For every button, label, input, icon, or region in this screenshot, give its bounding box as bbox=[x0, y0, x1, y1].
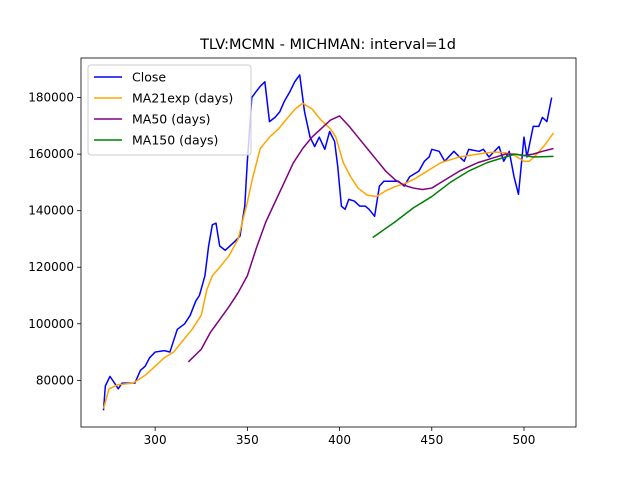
y-tick-label: 80000 bbox=[36, 373, 74, 387]
plot-area bbox=[102, 74, 555, 411]
y-tick-label: 120000 bbox=[28, 260, 74, 274]
x-tick-label: 350 bbox=[236, 433, 259, 447]
axes-frame bbox=[80, 57, 577, 428]
x-tick-label: 300 bbox=[144, 433, 167, 447]
legend-label: MA50 (days) bbox=[132, 112, 210, 127]
series-line bbox=[102, 74, 553, 411]
y-tick-label: 160000 bbox=[28, 147, 74, 161]
y-tick-label: 140000 bbox=[28, 204, 74, 218]
y-tick-label: 180000 bbox=[28, 91, 74, 105]
legend: Close MA21exp (days) MA50 (days) MA150 (day… bbox=[87, 64, 252, 156]
chart-title: TLV:MCMN - MICHMAN: interval=1d bbox=[199, 37, 456, 53]
legend-label: MA150 (days) bbox=[132, 133, 218, 148]
series-line bbox=[372, 153, 554, 239]
x-tick-label: 500 bbox=[513, 433, 536, 447]
legend-label: Close bbox=[132, 70, 166, 85]
x-tick-label: 450 bbox=[420, 433, 443, 447]
x-tick-label: 400 bbox=[328, 433, 351, 447]
legend-box bbox=[87, 64, 252, 156]
series-line bbox=[102, 102, 555, 409]
legend-label: MA21exp (days) bbox=[132, 91, 233, 106]
series-line bbox=[187, 115, 554, 363]
y-tick-label: 100000 bbox=[28, 317, 74, 331]
